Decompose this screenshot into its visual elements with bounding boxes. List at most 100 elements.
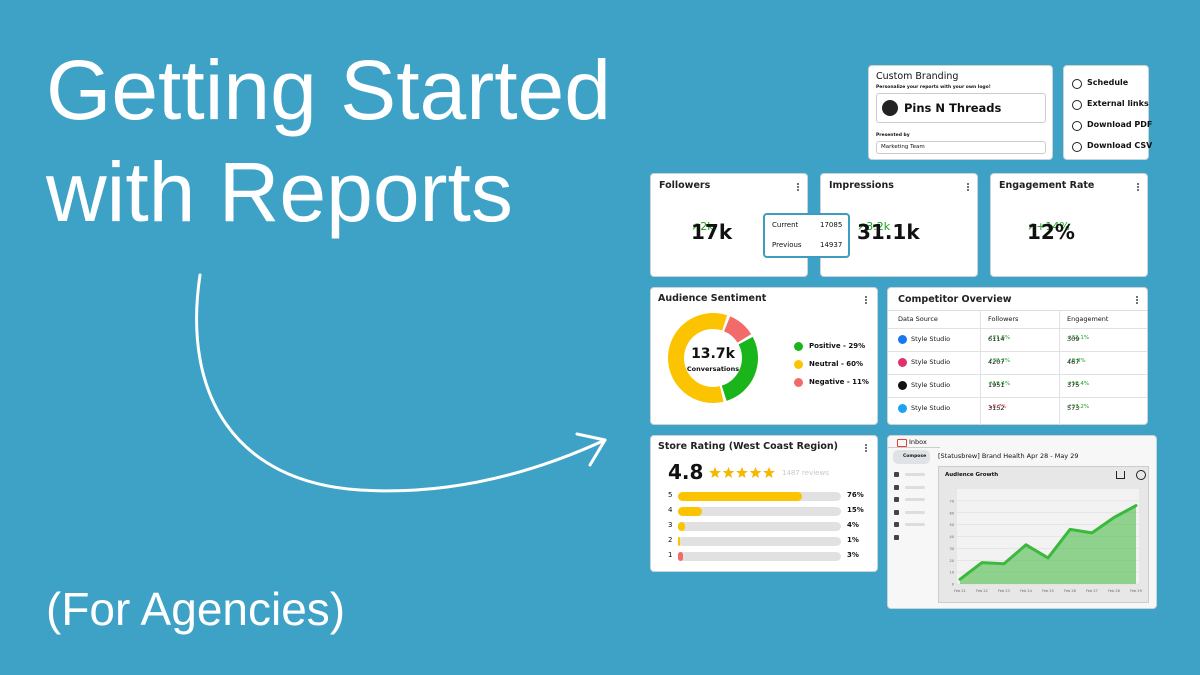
row-line bbox=[888, 374, 1147, 375]
action-label: Schedule bbox=[1087, 78, 1129, 87]
donut bbox=[668, 313, 758, 403]
rating-bar bbox=[678, 507, 703, 516]
nav-icon bbox=[894, 522, 899, 527]
star bbox=[722, 466, 735, 478]
action-icon bbox=[1072, 79, 1082, 89]
engagement-cell: 375 ↗18.4% bbox=[1067, 381, 1090, 389]
mail-logo bbox=[897, 439, 907, 447]
legend-dot bbox=[794, 378, 803, 387]
rating-bar bbox=[678, 537, 680, 546]
tooltip-value: 14937 bbox=[820, 241, 843, 249]
hero-title-line: with Reports bbox=[46, 145, 513, 239]
rating-bar bbox=[678, 492, 802, 501]
star-label: 3 bbox=[668, 521, 673, 529]
score: 4.8 bbox=[668, 460, 704, 484]
star-label: 4 bbox=[668, 506, 673, 514]
menu-icon bbox=[797, 186, 799, 188]
followers: 3152 bbox=[988, 404, 1005, 412]
action-label: Download PDF bbox=[1087, 120, 1153, 129]
actions-card: Schedule External links Download PDF Downlo… bbox=[1063, 65, 1153, 160]
star-label: 1 bbox=[668, 551, 673, 559]
network-icon bbox=[898, 381, 907, 390]
followers-cell: 4207 ↗30.2% bbox=[988, 358, 1011, 366]
y-tick-label: 30 bbox=[950, 547, 954, 551]
source: Style Studio bbox=[911, 335, 951, 343]
stars bbox=[709, 466, 775, 478]
competitor-card: Competitor Overview Data Source Followers E… bbox=[887, 287, 1148, 425]
growth-chart: 0 10 20 30 40 50 60 70 Feb 21 Feb 22 Feb 23 Feb 24 F… bbox=[950, 489, 1142, 593]
column-header: Followers bbox=[988, 315, 1019, 323]
y-tick-label: 0 bbox=[952, 583, 954, 587]
action-icon bbox=[1072, 121, 1082, 131]
legend-label: Positive - 29% bbox=[809, 342, 866, 350]
engagement-cell: 573 ↗37.2% bbox=[1067, 404, 1089, 412]
growth-line bbox=[958, 504, 1138, 581]
x-tick-label: Feb 29 bbox=[1130, 589, 1142, 593]
network-icon bbox=[898, 404, 907, 413]
rating-label: 3% bbox=[847, 551, 859, 559]
source: Style Studio bbox=[911, 381, 951, 389]
rating-track bbox=[678, 507, 841, 516]
arrow-head bbox=[575, 432, 607, 467]
star-label: 5 bbox=[668, 491, 673, 499]
kpi-row: 12% ↗+14% bbox=[1027, 220, 1075, 244]
tooltip-label: Previous bbox=[772, 241, 802, 249]
column-divider bbox=[980, 310, 981, 425]
network-icon bbox=[898, 335, 907, 344]
followers: 1951 bbox=[988, 381, 1005, 389]
y-tick-label: 70 bbox=[950, 499, 954, 503]
followers-cell: 1951 ↗19.4% bbox=[988, 381, 1010, 389]
nav-icon bbox=[894, 534, 899, 540]
row-line bbox=[888, 351, 1147, 352]
star bbox=[749, 466, 762, 478]
kpi-card: Engagement Rate 12% ↗+14% bbox=[990, 173, 1148, 277]
engagement-change: ↗18.4% bbox=[1067, 381, 1090, 387]
engagement: 573 bbox=[1067, 404, 1080, 412]
nav-icon bbox=[894, 484, 899, 490]
source: Style Studio bbox=[911, 404, 951, 412]
donut-segment bbox=[668, 313, 728, 403]
nav-icon bbox=[894, 497, 899, 502]
menu-icon bbox=[865, 447, 867, 449]
hero-title-line: Getting Started bbox=[46, 43, 611, 137]
star bbox=[709, 466, 721, 478]
followers-change: ↗30.2% bbox=[988, 358, 1011, 364]
brand-logo bbox=[882, 100, 898, 116]
donut-total: 13.7k bbox=[691, 346, 735, 362]
x-tick-label: Feb 23 bbox=[998, 589, 1010, 593]
y-tick-label: 40 bbox=[950, 535, 954, 539]
share-icon bbox=[1136, 470, 1146, 480]
y-tick-label: 60 bbox=[950, 511, 954, 515]
kpi-title: Impressions bbox=[829, 180, 894, 191]
x-tick-label: Feb 27 bbox=[1086, 589, 1098, 593]
x-tick-label: Feb 21 bbox=[954, 589, 966, 593]
star-label: 2 bbox=[668, 536, 673, 544]
rating-label: 15% bbox=[847, 506, 864, 514]
followers: 6114 bbox=[988, 335, 1005, 343]
nav-icon bbox=[894, 509, 899, 515]
reviews: 1487 reviews bbox=[782, 469, 829, 477]
compose-button: Compose bbox=[893, 450, 930, 464]
y-tick-label: 50 bbox=[950, 523, 954, 527]
rating-label: 76% bbox=[847, 491, 864, 499]
nav-line bbox=[905, 473, 925, 476]
card-title: Store Rating (West Coast Region) bbox=[658, 441, 839, 452]
engagement: 375 bbox=[1067, 381, 1080, 389]
kpi-row: 17k ↗2k bbox=[691, 220, 732, 244]
row-line bbox=[888, 328, 1147, 329]
compose-label: Compose bbox=[903, 454, 927, 459]
rating-track bbox=[678, 552, 841, 561]
network-icon bbox=[898, 358, 907, 367]
x-tick-label: Feb 24 bbox=[1020, 589, 1033, 593]
engagement-cell: 309 ↗32.1% bbox=[1067, 335, 1089, 343]
x-tick-label: Feb 22 bbox=[976, 589, 988, 593]
tooltip-value: 17085 bbox=[820, 221, 843, 229]
card-title: Audience Sentiment bbox=[658, 293, 767, 304]
sentiment-card: Audience Sentiment Positive - 29% Neutral … bbox=[650, 287, 878, 425]
kpi-title: Followers bbox=[659, 180, 711, 191]
x-tick-label: Feb 26 bbox=[1064, 589, 1076, 593]
rating-track bbox=[678, 537, 841, 546]
hero-subtitle: (For Agencies) bbox=[46, 583, 346, 635]
